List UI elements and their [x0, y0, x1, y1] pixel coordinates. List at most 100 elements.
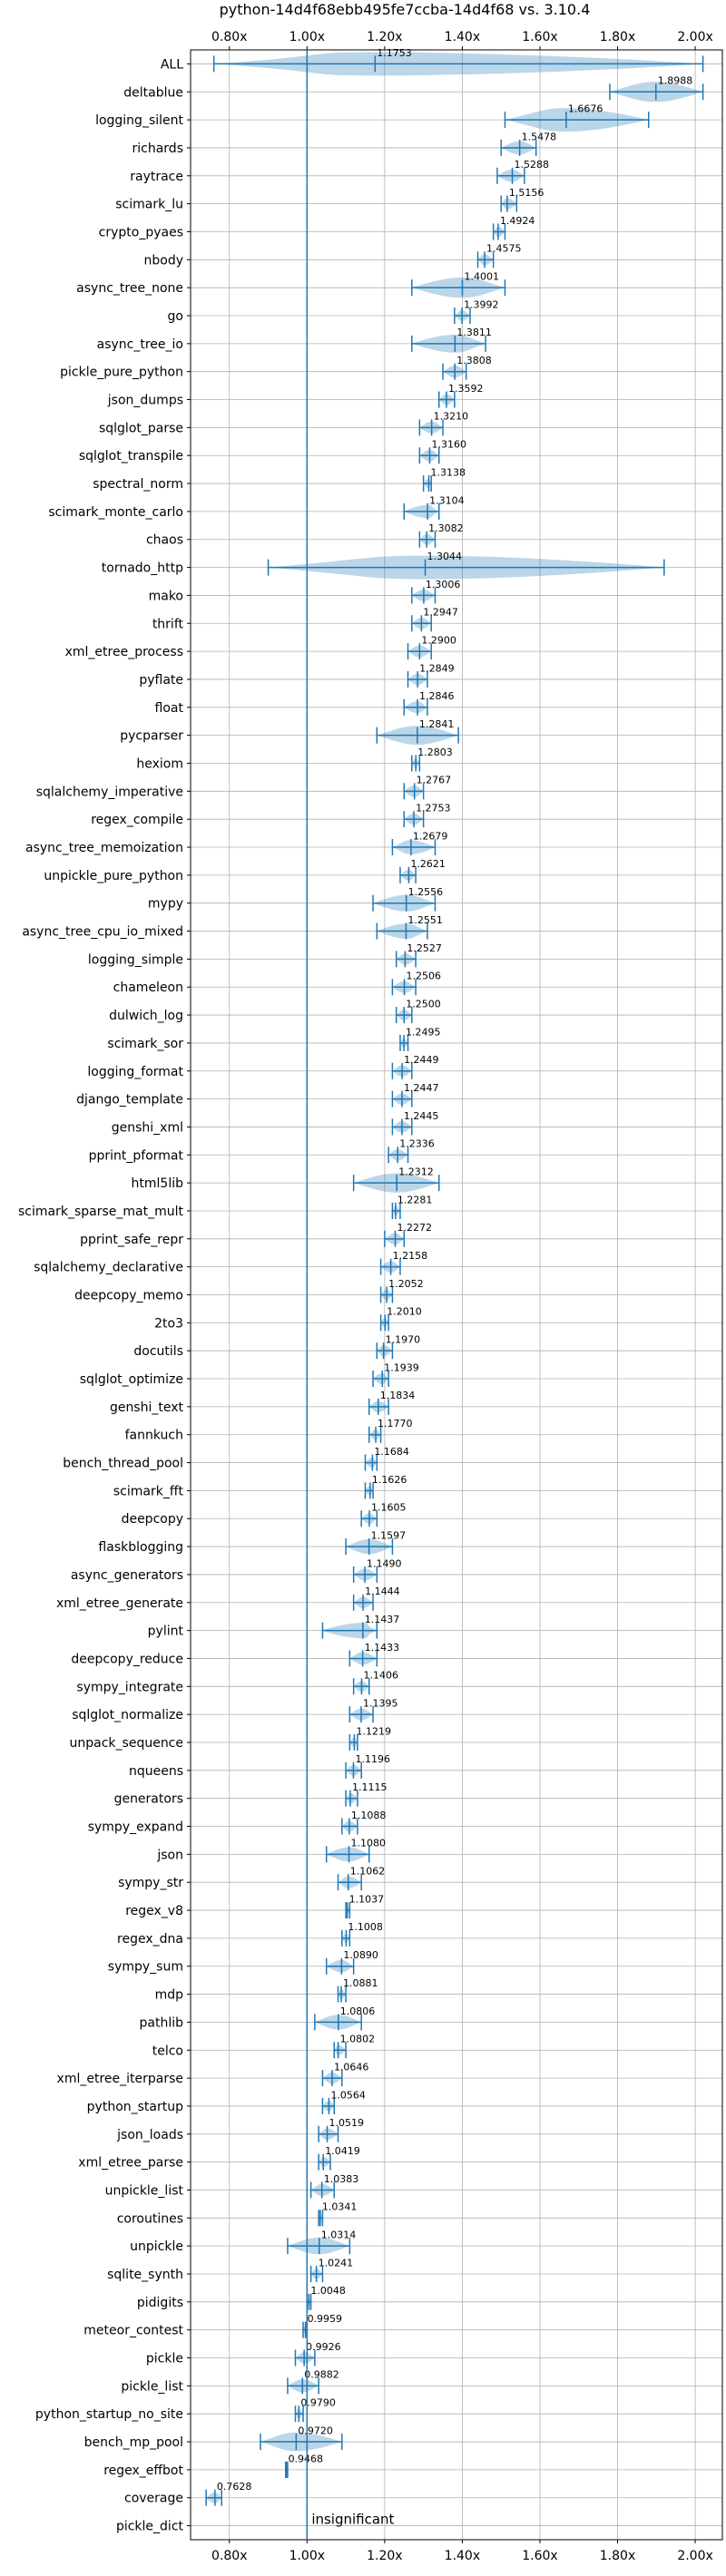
- benchmark-value-label: 1.3811: [456, 327, 491, 338]
- benchmark-value-label: 1.3138: [431, 466, 466, 478]
- benchmark-value-label: 1.2158: [393, 1250, 428, 1262]
- benchmark-name-label: meteor_contest: [83, 2324, 183, 2338]
- benchmark-value-label: 0.9926: [306, 2341, 341, 2353]
- x-tick-label-bottom: 1.60x: [522, 2549, 557, 2563]
- benchmark-value-label: 1.6676: [568, 102, 603, 114]
- benchmark-name-label: logging_simple: [88, 952, 183, 967]
- benchmark-value-label: 0.7628: [217, 2481, 251, 2493]
- benchmark-name-label: xml_etree_generate: [56, 1596, 183, 1611]
- benchmark-value-label: 1.1437: [365, 1614, 400, 1625]
- benchmark-name-label: spectral_norm: [93, 477, 183, 492]
- benchmark-value-label: 1.2947: [423, 607, 458, 619]
- benchmark-value-label: 1.1970: [386, 1334, 421, 1346]
- benchmark-name-label: async_tree_io: [97, 337, 183, 352]
- benchmark-name-label: async_tree_none: [76, 281, 183, 296]
- benchmark-name-label: pprint_safe_repr: [80, 1233, 183, 1247]
- x-tick-label-bottom: 1.20x: [367, 2549, 402, 2563]
- benchmark-value-label: 1.1062: [350, 1866, 386, 1878]
- benchmark-value-label: 1.1406: [363, 1670, 398, 1682]
- x-tick-label-bottom: 1.80x: [600, 2549, 635, 2563]
- benchmark-name-label: logging_silent: [95, 113, 183, 128]
- x-tick-label-bottom: 0.80x: [211, 2549, 247, 2563]
- benchmark-name-label: async_tree_cpu_io_mixed: [22, 925, 183, 940]
- benchmark-value-label: 1.1684: [374, 1446, 409, 1458]
- benchmark-name-label: sqlglot_parse: [99, 421, 183, 435]
- benchmark-name-label: sqlglot_normalize: [72, 1708, 183, 1722]
- chart-title: python-14d4f68ebb495fe7ccba-14d4f68 vs. …: [220, 1, 591, 18]
- benchmark-name-label: coverage: [124, 2492, 183, 2506]
- benchmark-value-label: 1.2767: [417, 775, 452, 786]
- benchmark-name-label: sympy_str: [118, 1876, 183, 1890]
- benchmark-value-label: 1.1088: [351, 1810, 387, 1821]
- benchmark-value-label: 1.1770: [378, 1418, 413, 1429]
- benchmark-value-label: 1.2281: [397, 1194, 433, 1205]
- benchmark-name-label: docutils: [133, 1344, 183, 1359]
- benchmark-value-label: 1.2052: [388, 1278, 424, 1290]
- benchmark-name-label: django_template: [76, 1093, 183, 1107]
- benchmark-value-label: 1.1444: [365, 1586, 400, 1597]
- benchmark-name-label: scimark_lu: [115, 198, 183, 212]
- benchmark-value-label: 1.1433: [365, 1642, 400, 1654]
- benchmark-value-label: 1.5478: [522, 131, 557, 142]
- benchmark-value-label: 1.2500: [406, 998, 441, 1010]
- benchmark-name-label: 2to3: [154, 1316, 183, 1331]
- benchmark-value-label: 1.0881: [343, 1977, 378, 1989]
- benchmark-value-label: 1.3104: [429, 494, 465, 506]
- benchmark-name-label: regex_compile: [91, 813, 183, 827]
- benchmark-name-label: telco: [152, 2044, 183, 2058]
- x-tick-label-top: 2.00x: [677, 30, 712, 44]
- benchmark-name-label: pickle_pure_python: [60, 366, 183, 380]
- benchmark-name-label: pprint_pformat: [89, 1148, 184, 1163]
- x-tick-label-top: 1.60x: [522, 30, 557, 44]
- benchmark-name-label: xml_etree_iterparse: [57, 2072, 183, 2086]
- benchmark-value-label: 1.5288: [515, 159, 550, 171]
- benchmark-value-label: 1.2527: [407, 942, 442, 954]
- benchmark-name-label: raytrace: [130, 170, 183, 184]
- benchmark-name-label: logging_format: [87, 1065, 183, 1079]
- benchmark-name-label: scimark_monte_carlo: [48, 505, 183, 520]
- benchmark-value-label: 1.2551: [407, 914, 443, 926]
- benchmark-name-label: bench_mp_pool: [84, 2435, 183, 2450]
- x-tick-label-bottom: 1.40x: [445, 2549, 480, 2563]
- benchmark-name-label: deepcopy_memo: [74, 1289, 183, 1303]
- benchmark-value-label: 1.2447: [404, 1082, 439, 1094]
- benchmark-name-label: unpickle: [130, 2239, 183, 2254]
- benchmark-value-label: 1.0519: [329, 2117, 365, 2129]
- benchmark-value-label: 1.1753: [377, 47, 412, 59]
- benchmark-name-label: unpickle_pure_python: [44, 869, 183, 883]
- benchmark-name-label: pylint: [148, 1625, 184, 1639]
- benchmark-value-label: 1.0048: [310, 2285, 346, 2297]
- benchmark-value-label: 1.2803: [417, 746, 453, 758]
- benchmark-value-label: 1.1939: [384, 1361, 419, 1373]
- benchmark-name-label: dulwich_log: [109, 1009, 183, 1023]
- benchmark-name-label: json: [156, 1848, 183, 1862]
- benchmark-value-label: 1.3992: [464, 298, 498, 310]
- benchmark-value-label: 1.2556: [408, 886, 444, 898]
- benchmark-name-label: regex_effbot: [103, 2464, 183, 2478]
- benchmark-name-label: hexiom: [136, 756, 183, 771]
- x-tick-label-top: 1.20x: [367, 30, 402, 44]
- benchmark-value-label: 1.1196: [355, 1753, 390, 1765]
- benchmark-value-label: 1.1037: [349, 1893, 385, 1905]
- benchmark-value-label: 1.1008: [348, 1921, 383, 1933]
- benchmark-name-label: flaskblogging: [98, 1540, 183, 1555]
- benchmark-name-label: nbody: [144, 253, 184, 268]
- benchmark-name-label: fannkuch: [125, 1429, 183, 1443]
- benchmark-name-label: deepcopy_reduce: [71, 1652, 183, 1666]
- benchmark-value-label: 1.2753: [416, 803, 451, 815]
- x-tick-label-bottom: 2.00x: [677, 2549, 712, 2563]
- x-tick-label-top: 1.00x: [289, 30, 325, 44]
- benchmark-value-label: 1.3210: [434, 411, 469, 423]
- benchmark-name-label: pathlib: [140, 2015, 184, 2030]
- benchmark-value-label: 1.2846: [419, 690, 455, 702]
- x-tick-label-top: 1.40x: [445, 30, 480, 44]
- benchmark-name-label: pyflate: [139, 673, 183, 688]
- grid-layer: [191, 50, 722, 2540]
- benchmark-value-label: 1.2679: [413, 830, 448, 842]
- benchmark-value-label: 1.0419: [325, 2145, 360, 2157]
- benchmark-value-label: 0.9468: [289, 2453, 324, 2464]
- benchmark-value-label: 1.2900: [421, 634, 456, 646]
- benchmark-value-label: 1.1605: [371, 1502, 407, 1514]
- benchmark-name-label: pickle_list: [121, 2379, 183, 2394]
- benchmark-value-label: 1.1490: [367, 1557, 402, 1569]
